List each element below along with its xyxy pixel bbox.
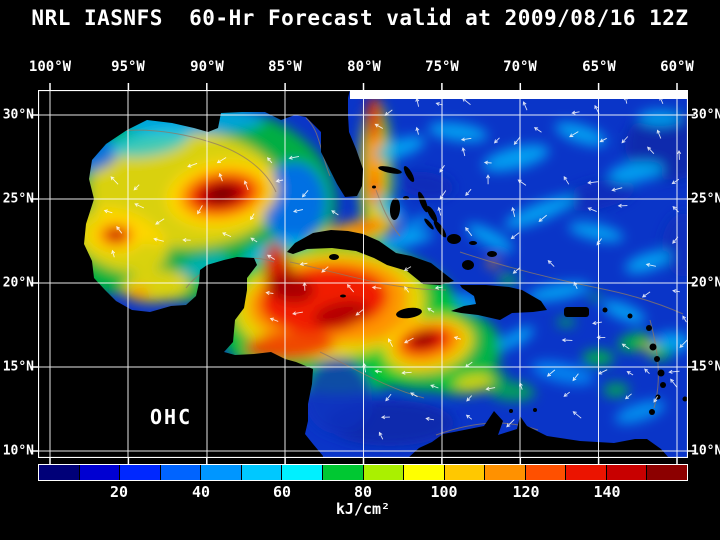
land-masses — [38, 90, 688, 458]
colorbar-unit-label: kJ/cm² — [335, 500, 391, 518]
colorbar-tick-100: 100 — [430, 483, 458, 501]
colorbar-segment — [566, 465, 607, 480]
map-canvas: OHC — [38, 90, 688, 458]
colorbar-segment — [444, 465, 486, 480]
colorbar-segment — [241, 465, 283, 480]
colorbar-segment — [606, 465, 648, 480]
colorbar-segment — [282, 465, 323, 480]
lon-label-70w: 70°W — [503, 59, 537, 75]
colorbar-segment — [525, 465, 567, 480]
lon-label-90w: 90°W — [190, 59, 224, 75]
lat-label-20n-right: 20°N — [691, 275, 720, 291]
colorbar-tick-140: 140 — [593, 483, 621, 501]
colorbar-segment — [201, 465, 242, 480]
colorbar-segments — [38, 464, 688, 481]
colorbar-segment — [647, 465, 687, 480]
colorbar-tick-20: 20 — [109, 483, 129, 501]
lat-label-25n-right: 25°N — [691, 191, 720, 207]
colorbar-tick-40: 40 — [191, 483, 211, 501]
lat-label-30n-left: 30°N — [2, 107, 34, 123]
lat-label-30n-right: 30°N — [691, 107, 720, 123]
lon-label-75w: 75°W — [425, 59, 459, 75]
colorbar-tick-80: 80 — [353, 483, 373, 501]
colorbar-segment — [404, 465, 445, 480]
lon-label-95w: 95°W — [111, 59, 145, 75]
no-data-strip — [350, 90, 688, 99]
colorbar-segment — [120, 465, 161, 480]
colorbar-segment — [79, 465, 121, 480]
lat-label-15n-right: 15°N — [691, 359, 720, 375]
lat-label-20n-left: 20°N — [2, 275, 34, 291]
lon-label-100w: 100°W — [28, 59, 72, 75]
map-frame — [38, 90, 688, 458]
lat-label-25n-left: 25°N — [2, 191, 34, 207]
colorbar-segment — [160, 465, 202, 480]
colorbar-tick-120: 120 — [512, 483, 540, 501]
current-vectors — [103, 95, 688, 440]
colorbar-segment — [39, 465, 80, 480]
lon-label-65w: 65°W — [582, 59, 616, 75]
colorbar-segment — [363, 465, 405, 480]
colorbar-segment — [485, 465, 526, 480]
lat-label-10n-right: 10°N — [691, 443, 720, 459]
lon-label-80w: 80°W — [347, 59, 381, 75]
bathymetry-contours — [51, 117, 684, 436]
colorbar-segment — [322, 465, 364, 480]
lon-label-85w: 85°W — [268, 59, 302, 75]
heatmap-blobs — [40, 96, 688, 446]
region-label: OHC — [150, 405, 192, 429]
colorbar-tick-60: 60 — [272, 483, 292, 501]
lon-label-60w: 60°W — [660, 59, 694, 75]
lat-label-15n-left: 15°N — [2, 359, 34, 375]
figure-title: NRL IASNFS 60-Hr Forecast valid at 2009/… — [31, 6, 689, 30]
lat-label-10n-left: 10°N — [2, 443, 34, 459]
grid-lines — [38, 90, 688, 458]
